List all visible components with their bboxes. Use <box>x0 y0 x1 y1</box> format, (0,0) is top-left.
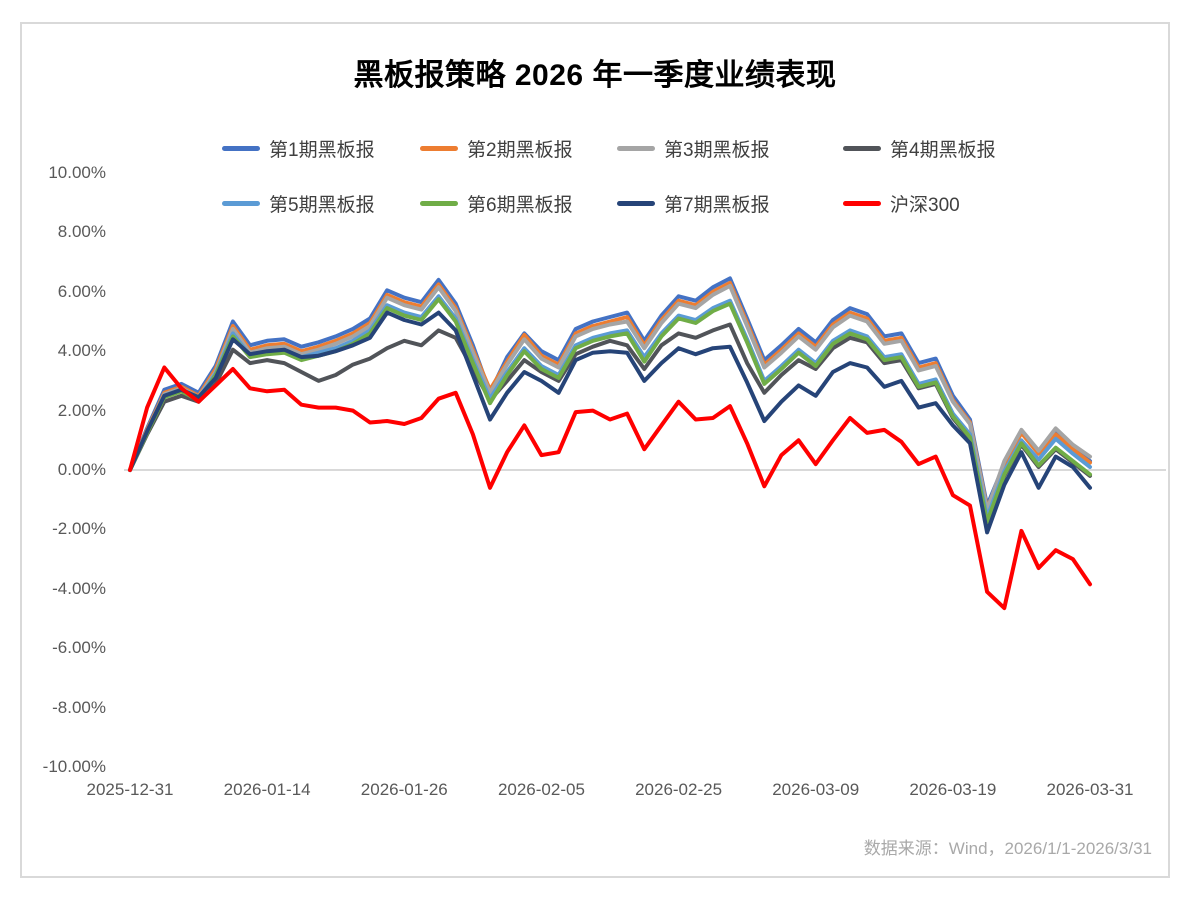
x-tick-label: 2025-12-31 <box>86 780 174 799</box>
chart-title: 黑板报策略 2026 年一季度业绩表现 <box>353 59 837 92</box>
x-tick-label: 2026-03-31 <box>1046 780 1134 799</box>
y-tick-label: 2.00% <box>57 400 106 420</box>
series-line-1 <box>128 276 1092 508</box>
legend-item-1: 第1期黑板报 <box>222 136 375 161</box>
legend-item-5: 第5期黑板报 <box>222 191 375 216</box>
y-tick-label: 6.00% <box>57 281 106 301</box>
y-tick-label: -4.00% <box>52 578 106 598</box>
y-tick-label: -6.00% <box>52 638 106 658</box>
legend-item-6: 第6期黑板报 <box>420 191 573 216</box>
series-line-2 <box>128 280 1092 511</box>
y-tick-label: -2.00% <box>52 519 106 539</box>
legend-line-swatch <box>843 145 881 151</box>
legend-line-swatch <box>843 200 881 206</box>
legend-label: 第7期黑板报 <box>664 194 770 216</box>
y-tick-label: 4.00% <box>57 341 106 361</box>
x-tick-label: 2026-03-09 <box>772 780 860 799</box>
legend-item-4: 第4期黑板报 <box>843 136 996 161</box>
x-tick-label: 2026-01-26 <box>360 780 448 799</box>
y-tick-label: 8.00% <box>57 222 106 242</box>
y-tick-label: -8.00% <box>52 697 106 717</box>
legend-label: 第6期黑板报 <box>467 194 573 216</box>
legend-line-swatch <box>222 145 260 151</box>
legend-item-7: 第7期黑板报 <box>617 191 770 216</box>
series-line-8 <box>128 365 1092 611</box>
legend-label: 第2期黑板报 <box>467 139 573 161</box>
series-line-7 <box>128 310 1092 535</box>
legend-line-swatch <box>617 200 655 206</box>
legend-label: 第1期黑板报 <box>269 139 375 161</box>
x-tick-label: 2026-03-19 <box>909 780 997 799</box>
x-tick-label: 2026-01-14 <box>223 780 311 799</box>
y-tick-label: -10.00% <box>42 757 106 776</box>
legend-item-8: 沪深300 <box>843 191 960 216</box>
legend-item-3: 第3期黑板报 <box>617 136 770 161</box>
legend-line-swatch <box>222 200 260 206</box>
series-line-3 <box>128 283 1092 513</box>
data-source-note: 数据来源：Wind，2026/1/1-2026/3/31 <box>863 839 1152 858</box>
x-tick-label: 2026-02-05 <box>497 780 585 799</box>
legend-line-swatch <box>420 200 458 206</box>
legend-line-swatch <box>617 145 655 151</box>
series-line-6 <box>128 297 1092 524</box>
legend-item-2: 第2期黑板报 <box>420 136 573 161</box>
legend-label: 第3期黑板报 <box>664 139 770 161</box>
legend-label: 第4期黑板报 <box>890 139 996 161</box>
legend-label: 沪深300 <box>890 194 960 216</box>
y-tick-label: 0.00% <box>57 460 106 479</box>
chart-border <box>20 22 1170 878</box>
legend-label: 第5期黑板报 <box>269 194 375 216</box>
x-tick-label: 2026-02-25 <box>635 780 723 799</box>
legend-line-swatch <box>420 145 458 151</box>
y-tick-label: 10.00% <box>48 163 106 182</box>
